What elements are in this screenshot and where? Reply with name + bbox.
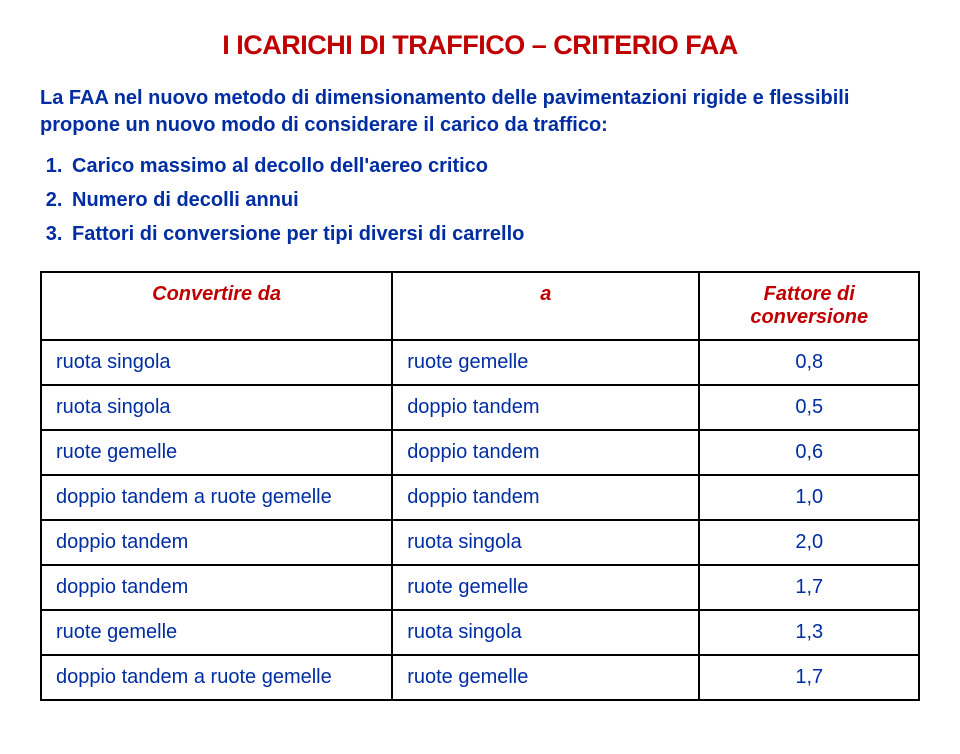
list-item: Numero di decolli annui — [68, 183, 920, 217]
table-cell: ruote gemelle — [392, 565, 699, 610]
table-header-cell: a — [392, 272, 699, 340]
table-cell: 2,0 — [699, 520, 919, 565]
table-cell: doppio tandem — [41, 520, 392, 565]
table-cell: ruota singola — [392, 520, 699, 565]
table-header-cell: Convertire da — [41, 272, 392, 340]
table-row: ruote gemelleruota singola1,3 — [41, 610, 919, 655]
table-cell: doppio tandem — [41, 565, 392, 610]
table-cell: 0,8 — [699, 340, 919, 385]
table-cell: 0,6 — [699, 430, 919, 475]
page-title: I ICARICHI DI TRAFFICO – CRITERIO FAA — [40, 30, 920, 61]
list-item: Fattori di conversione per tipi diversi … — [68, 217, 920, 251]
table-row: ruota singoladoppio tandem0,5 — [41, 385, 919, 430]
conversion-table: Convertire da a Fattore di conversione r… — [40, 271, 920, 701]
intro-paragraph: La FAA nel nuovo metodo di dimensionamen… — [40, 85, 920, 139]
table-row: doppio tandemruota singola2,0 — [41, 520, 919, 565]
table-row: ruota singolaruote gemelle0,8 — [41, 340, 919, 385]
table-row: doppio tandem a ruote gemelledoppio tand… — [41, 475, 919, 520]
table-cell: ruote gemelle — [41, 610, 392, 655]
table-cell: doppio tandem — [392, 475, 699, 520]
table-cell: 1,3 — [699, 610, 919, 655]
table-cell: doppio tandem a ruote gemelle — [41, 475, 392, 520]
table-cell: 1,7 — [699, 655, 919, 700]
table-header-cell: Fattore di conversione — [699, 272, 919, 340]
list-item: Carico massimo al decollo dell'aereo cri… — [68, 149, 920, 183]
table-cell: ruota singola — [41, 340, 392, 385]
table-body: ruota singolaruote gemelle0,8ruota singo… — [41, 340, 919, 700]
table-cell: 1,7 — [699, 565, 919, 610]
table-row: doppio tandem a ruote gemelleruote gemel… — [41, 655, 919, 700]
table-cell: 1,0 — [699, 475, 919, 520]
table-cell: doppio tandem — [392, 430, 699, 475]
table-cell: doppio tandem a ruote gemelle — [41, 655, 392, 700]
table-cell: ruota singola — [41, 385, 392, 430]
table-cell: ruote gemelle — [392, 655, 699, 700]
table-cell: ruote gemelle — [392, 340, 699, 385]
table-row: ruote gemelledoppio tandem0,6 — [41, 430, 919, 475]
table-row: doppio tandemruote gemelle1,7 — [41, 565, 919, 610]
table-header-row: Convertire da a Fattore di conversione — [41, 272, 919, 340]
table-cell: ruota singola — [392, 610, 699, 655]
table-cell: 0,5 — [699, 385, 919, 430]
criteria-list: Carico massimo al decollo dell'aereo cri… — [40, 149, 920, 251]
table-cell: doppio tandem — [392, 385, 699, 430]
table-cell: ruote gemelle — [41, 430, 392, 475]
